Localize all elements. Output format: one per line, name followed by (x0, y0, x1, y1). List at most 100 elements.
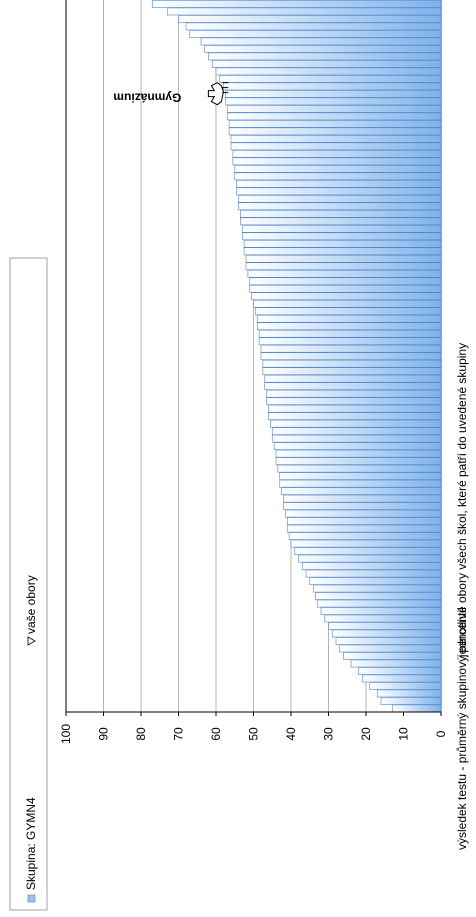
bar (260, 344, 442, 353)
tick-label: 90 (97, 727, 111, 741)
bar (247, 269, 442, 278)
bar (316, 599, 442, 608)
bar (238, 202, 442, 211)
legend-label-vase-obory: vaše obory (24, 575, 38, 634)
bar (240, 217, 442, 226)
bar (294, 547, 442, 555)
legend-entry-vase-obory: vaše obory (24, 575, 38, 646)
tick-label: 60 (209, 727, 223, 741)
bar (245, 262, 442, 271)
bar (151, 0, 442, 8)
legend-swatch (27, 894, 36, 903)
bar (286, 517, 442, 525)
bar (189, 30, 442, 38)
bar (361, 674, 442, 683)
bar (273, 442, 442, 450)
hand-pointer-icon (207, 82, 229, 106)
bar (234, 164, 442, 173)
bar (266, 389, 442, 398)
bar (279, 479, 442, 488)
bar (376, 689, 442, 698)
bar (358, 667, 442, 675)
bar (211, 60, 442, 68)
bar (245, 254, 442, 263)
bar (226, 105, 442, 113)
bar (185, 22, 442, 31)
bar (288, 532, 442, 540)
bar (305, 569, 442, 578)
bar (241, 232, 442, 241)
bar (335, 637, 442, 645)
legend-entry-skupina: Skupina: GYMN4 (24, 797, 38, 903)
plot-area: 0 10 20 30 40 50 60 70 80 90 100 (59, 0, 448, 744)
bar (350, 659, 442, 668)
bar (253, 299, 442, 308)
bar (236, 179, 442, 188)
bar (249, 277, 442, 286)
tick-label: 10 (397, 727, 411, 741)
bar (230, 135, 442, 143)
tick-label: 30 (322, 727, 336, 741)
bar (268, 412, 442, 421)
bar (328, 622, 442, 630)
tick-label: 50 (247, 727, 261, 741)
legend-triangle-icon (27, 636, 36, 646)
tick-label: 100 (59, 724, 73, 744)
bar (343, 652, 442, 660)
bar (290, 539, 442, 548)
tick-label: 40 (284, 727, 298, 741)
bar (223, 82, 442, 91)
bar (243, 247, 442, 256)
bar (298, 554, 442, 563)
bar (240, 209, 442, 218)
bar (271, 434, 442, 443)
bar (275, 457, 442, 465)
legend-label-skupina: Skupina: GYMN4 (24, 797, 38, 890)
bar (225, 90, 442, 98)
tick-label: 80 (134, 727, 148, 741)
bar (275, 449, 442, 458)
bar (234, 172, 442, 181)
bar (262, 367, 442, 376)
bar (256, 314, 442, 323)
bar (281, 487, 442, 495)
bar (236, 187, 442, 196)
bar (204, 45, 442, 53)
tick-label: 20 (359, 727, 373, 741)
bar (283, 502, 442, 510)
bar (226, 112, 442, 121)
bar (178, 15, 442, 23)
bar (271, 427, 442, 435)
bar (324, 614, 442, 623)
bar (219, 75, 442, 83)
bar (380, 697, 442, 705)
bar (309, 577, 442, 585)
bar (320, 607, 442, 615)
bar (264, 382, 442, 391)
bar (249, 284, 442, 293)
highlight-annotation: Gymnázium (113, 82, 229, 106)
bar (277, 464, 442, 473)
bar (313, 584, 442, 593)
bar (256, 322, 442, 331)
bar (258, 337, 442, 346)
bar (232, 149, 442, 158)
bar (232, 157, 442, 166)
tick-label: 0 (434, 730, 448, 737)
bar (279, 472, 442, 480)
bar (255, 307, 442, 316)
bar (339, 644, 442, 653)
bar (225, 97, 442, 106)
bar (285, 509, 442, 518)
bar (166, 7, 442, 16)
bar (283, 494, 442, 503)
bar (238, 194, 442, 203)
bar (369, 682, 442, 690)
bar (230, 142, 442, 151)
bar (266, 397, 442, 406)
highlight-label: Gymnázium (113, 91, 181, 105)
bar (301, 562, 442, 570)
bar (315, 592, 442, 600)
bar (260, 352, 442, 361)
